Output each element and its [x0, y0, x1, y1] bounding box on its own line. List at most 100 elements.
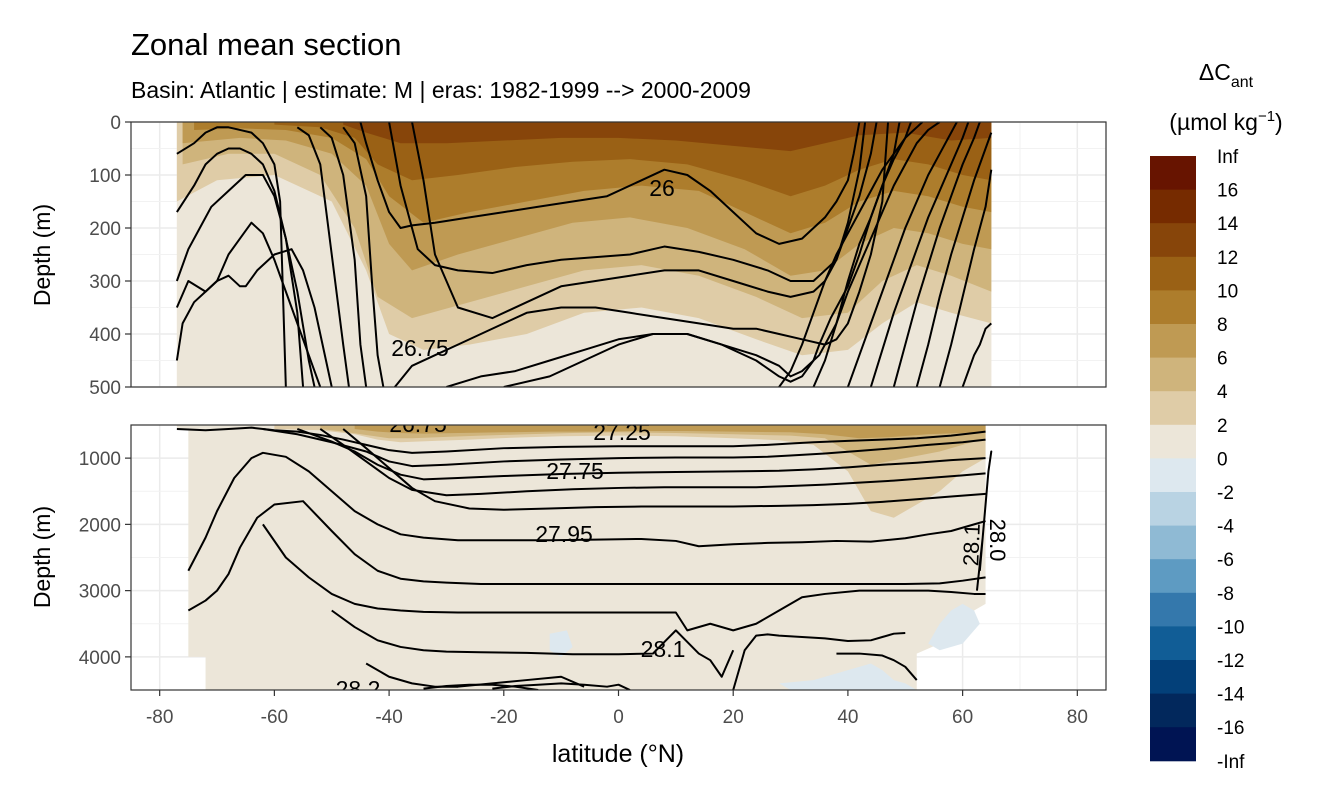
- x-tick-label: 0: [613, 707, 624, 728]
- legend-label: -14: [1217, 685, 1245, 706]
- upper-panel: 26 26.75 0 100 200 300 400 500: [89, 113, 1107, 399]
- legend-swatch: [1150, 324, 1196, 359]
- legend-swatch: [1150, 525, 1196, 560]
- isoneutral-line: [915, 132, 993, 387]
- isoneutral-line: [812, 122, 941, 387]
- isoneutral-line: [846, 122, 958, 387]
- isoneutral-label-27-75: 27.75: [546, 458, 604, 484]
- legend-swatch: [1150, 559, 1196, 594]
- isoneutral-line: [359, 122, 861, 245]
- x-tick-label: 40: [837, 707, 858, 728]
- legend-label: 0: [1217, 449, 1228, 470]
- y-tick-label: 0: [110, 113, 121, 134]
- x-tick-label: 60: [952, 707, 973, 728]
- cant-band-negative: [549, 630, 573, 657]
- y-tick-label: 400: [89, 325, 121, 346]
- isoneutral-line: [975, 450, 993, 591]
- upper-y-axis: 0 100 200 300 400 500: [89, 113, 131, 399]
- isoneutral-line: [892, 122, 981, 387]
- isoneutral-line: [394, 122, 890, 387]
- upper-panel-border: [130, 121, 1107, 388]
- isoneutral-line: [492, 682, 631, 690]
- legend-label: -2: [1217, 483, 1234, 504]
- legend-swatch: [1150, 357, 1196, 392]
- isoneutral-line: [836, 652, 918, 681]
- x-tick-label: -40: [375, 707, 402, 728]
- legend-swatch: [1150, 290, 1196, 325]
- isoneutral-line: [778, 122, 924, 387]
- legend-swatch: [1150, 458, 1196, 493]
- y-axis-label-lower: Depth (m): [29, 506, 55, 608]
- isoneutral-label-28-1-rotated: 28.1: [958, 523, 984, 567]
- legend-colorbar: [1150, 156, 1196, 762]
- legend-swatch: [1150, 156, 1196, 191]
- isoneutral-line: [423, 683, 539, 690]
- legend-label: -12: [1217, 651, 1244, 672]
- legend-label: -6: [1217, 550, 1234, 571]
- isoneutral-line: [938, 169, 993, 387]
- cant-base-lower: [176, 425, 986, 690]
- isoneutral-line: [342, 126, 385, 387]
- cant-band-8-10: [354, 425, 986, 439]
- legend-swatch: [1150, 391, 1196, 426]
- legend-label: 14: [1217, 214, 1239, 235]
- y-tick-label: 1000: [79, 449, 121, 470]
- isoneutral-line: [869, 122, 970, 387]
- color-legend: ΔCant (µmol kg−1) Inf 16 14 12 10 8 6 4 2 0 -2 -4 -6…: [1150, 59, 1283, 773]
- legend-swatch: [1150, 223, 1196, 258]
- y-tick-label: 4000: [79, 648, 121, 669]
- legend-unit-pre: (µmol kg: [1169, 109, 1258, 135]
- y-tick-label: 200: [89, 219, 121, 240]
- x-axis-label: latitude (°N): [552, 740, 684, 768]
- isoneutral-line: [296, 126, 350, 387]
- isoneutral-label-26-75: 26.75: [391, 335, 449, 361]
- isoneutral-line: [446, 122, 901, 387]
- legend-swatch: [1150, 189, 1196, 224]
- isoneutral-line: [175, 248, 333, 387]
- isoneutral-line: [187, 451, 986, 572]
- y-axis-label-upper: Depth (m): [29, 204, 55, 306]
- isoneutral-label-28-1: 28.1: [641, 636, 686, 662]
- legend-swatch: [1150, 626, 1196, 661]
- isoneutral-label-28-0-rotated: 28.0: [985, 519, 1010, 562]
- cant-band-14-16: [343, 122, 992, 152]
- legend-labels: Inf 16 14 12 10 8 6 4 2 0 -2 -4 -6 -8 -10 -12 -14 -16 -Inf: [1217, 147, 1245, 773]
- isoneutral-line: [331, 609, 735, 678]
- legend-title-sub: ant: [1231, 74, 1254, 91]
- isoneutral-label-26: 26: [649, 175, 675, 201]
- legend-swatch: [1150, 256, 1196, 291]
- y-tick-label: 2000: [79, 515, 121, 536]
- isoneutral-line: [262, 427, 986, 468]
- isoneutral-line: [365, 662, 585, 688]
- x-tick-label: 80: [1067, 707, 1088, 728]
- isoneutral-line: [175, 174, 316, 387]
- legend-title: ΔCant: [1199, 59, 1254, 91]
- y-tick-label: 500: [89, 378, 121, 399]
- legend-label: -8: [1217, 584, 1234, 605]
- cant-band-negative: [928, 603, 980, 651]
- upper-isoneutrals: [175, 122, 993, 387]
- y-tick-label: 3000: [79, 582, 121, 603]
- y-tick-label: 100: [89, 166, 121, 187]
- legend-label: -10: [1217, 617, 1244, 638]
- isoneutral-line: [319, 428, 986, 497]
- isoneutral-line: [187, 500, 986, 612]
- legend-label: -4: [1217, 517, 1234, 538]
- chart-title: Zonal mean section: [131, 27, 402, 62]
- isoneutral-line: [961, 322, 992, 387]
- legend-label: 6: [1217, 349, 1228, 370]
- cant-band-negative: [779, 663, 917, 690]
- lower-field: [176, 425, 986, 690]
- y-tick-label: 300: [89, 272, 121, 293]
- isoneutral-label-28-2: 28.2: [336, 676, 381, 702]
- legend-unit-sup: −1: [1258, 108, 1275, 125]
- legend-swatch: [1150, 660, 1196, 695]
- legend-label: -16: [1217, 718, 1244, 739]
- isoneutral-line: [319, 126, 368, 387]
- x-tick-label: -60: [261, 707, 288, 728]
- lower-y-axis: 1000 2000 3000 4000: [79, 449, 131, 669]
- isoneutral-line: [342, 428, 986, 511]
- legend-label: 10: [1217, 281, 1238, 302]
- legend-label: 12: [1217, 248, 1238, 269]
